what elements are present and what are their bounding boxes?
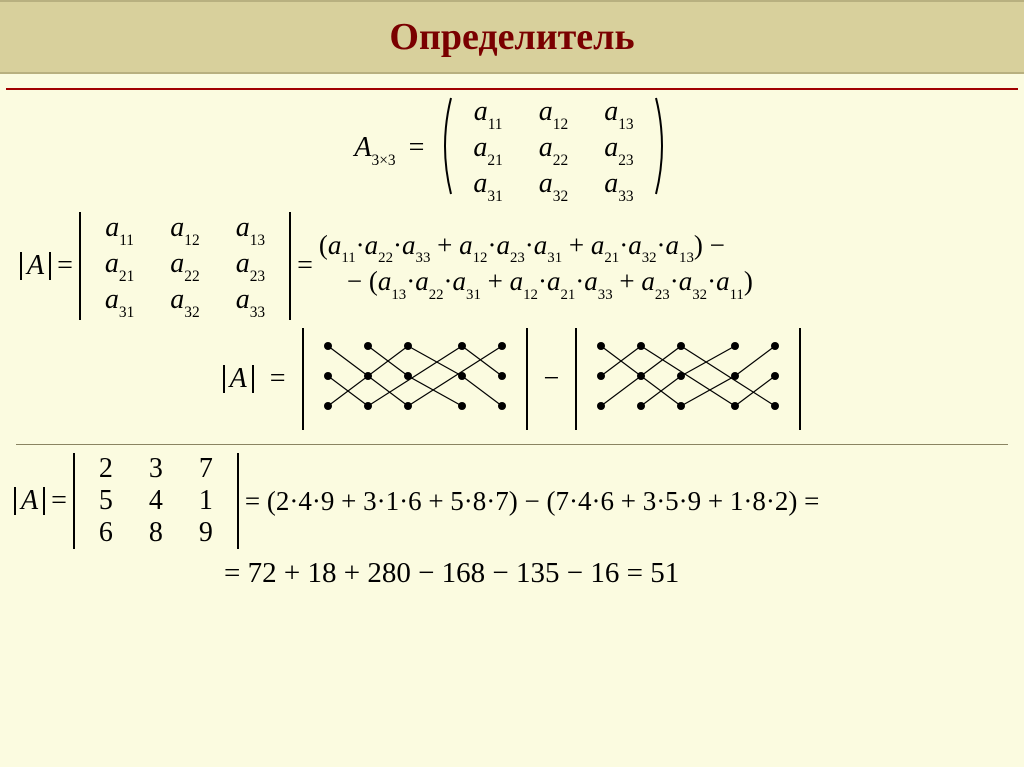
- determinant-formula: A = a11a12a13 a21a22a23 a31a32a33 = (a11…: [20, 212, 1014, 320]
- cell: a13: [586, 96, 651, 132]
- equals-sign: =: [264, 365, 292, 393]
- example-expr-line2: = 72 + 18 + 280 − 168 − 135 − 16 = 51: [10, 557, 1014, 590]
- cell: 8: [131, 517, 181, 549]
- slide-header: Определитель: [0, 0, 1024, 74]
- negative-terms: − (a13·a22·a31 + a12·a21·a33 + a23·a32·a…: [319, 268, 753, 300]
- equals-sign: =: [45, 487, 73, 515]
- example-expr-line1: = (2·4·9 + 3·1·6 + 5·8·7) − (7·4·6 + 3·5…: [245, 488, 819, 515]
- sarrus-positive-svg: [314, 332, 516, 420]
- slide-title: Определитель: [389, 15, 634, 59]
- cell: 6: [81, 517, 131, 549]
- equals-sign: =: [51, 252, 79, 280]
- abs-A: A: [223, 365, 254, 393]
- numeric-example: A = 237 541 689 = (2·4·9 + 3·1·6 + 5·8·7) …: [14, 453, 1014, 549]
- equals-sign: =: [291, 252, 319, 280]
- abs-A-left: A: [20, 252, 51, 280]
- example-matrix: 237 541 689: [73, 453, 239, 549]
- cell: a12: [521, 96, 586, 132]
- paren-matrix: a11a12a13 a21a22a23 a31a32a33: [437, 96, 669, 204]
- cell: a11: [455, 96, 520, 132]
- cell: a32: [521, 168, 586, 204]
- det-matrix: a11a12a13 a21a22a23 a31a32a33: [79, 212, 291, 320]
- thin-rule: [16, 444, 1008, 445]
- right-paren-icon: [654, 96, 670, 196]
- sarrus-positive: [302, 328, 528, 430]
- cell: 2: [81, 453, 131, 485]
- cell: 4: [131, 485, 181, 517]
- cell: a33: [586, 168, 651, 204]
- sarrus-negative-svg: [587, 332, 789, 420]
- cell: 3: [131, 453, 181, 485]
- cell: 7: [181, 453, 231, 485]
- positive-terms: (a11·a22·a33 + a12·a23·a31 + a21·a32·a13…: [319, 232, 753, 264]
- cell: a31: [455, 168, 520, 204]
- cell: 9: [181, 517, 231, 549]
- sarrus-diagram-row: A = −: [10, 328, 1014, 430]
- cell: a23: [586, 132, 651, 168]
- cell: 5: [81, 485, 131, 517]
- lhs-symbol: A3×3: [354, 132, 395, 163]
- cell: a21: [455, 132, 520, 168]
- matrix-body: a11a12a13 a21a22a23 a31a32a33: [455, 96, 651, 204]
- sarrus-expansion: (a11·a22·a33 + a12·a23·a31 + a21·a32·a13…: [319, 232, 753, 300]
- left-paren-icon: [437, 96, 453, 196]
- abs-A: A: [14, 487, 45, 515]
- matrix-definition: A3×3 = a11a12a13 a21a22a23 a31a32a33: [10, 96, 1014, 204]
- cell: 1: [181, 485, 231, 517]
- slide-content: A3×3 = a11a12a13 a21a22a23 a31a32a33 A =…: [0, 90, 1024, 590]
- cell: a22: [521, 132, 586, 168]
- equals-sign: =: [403, 132, 431, 163]
- sarrus-negative: [575, 328, 801, 430]
- minus-sign: −: [538, 365, 566, 393]
